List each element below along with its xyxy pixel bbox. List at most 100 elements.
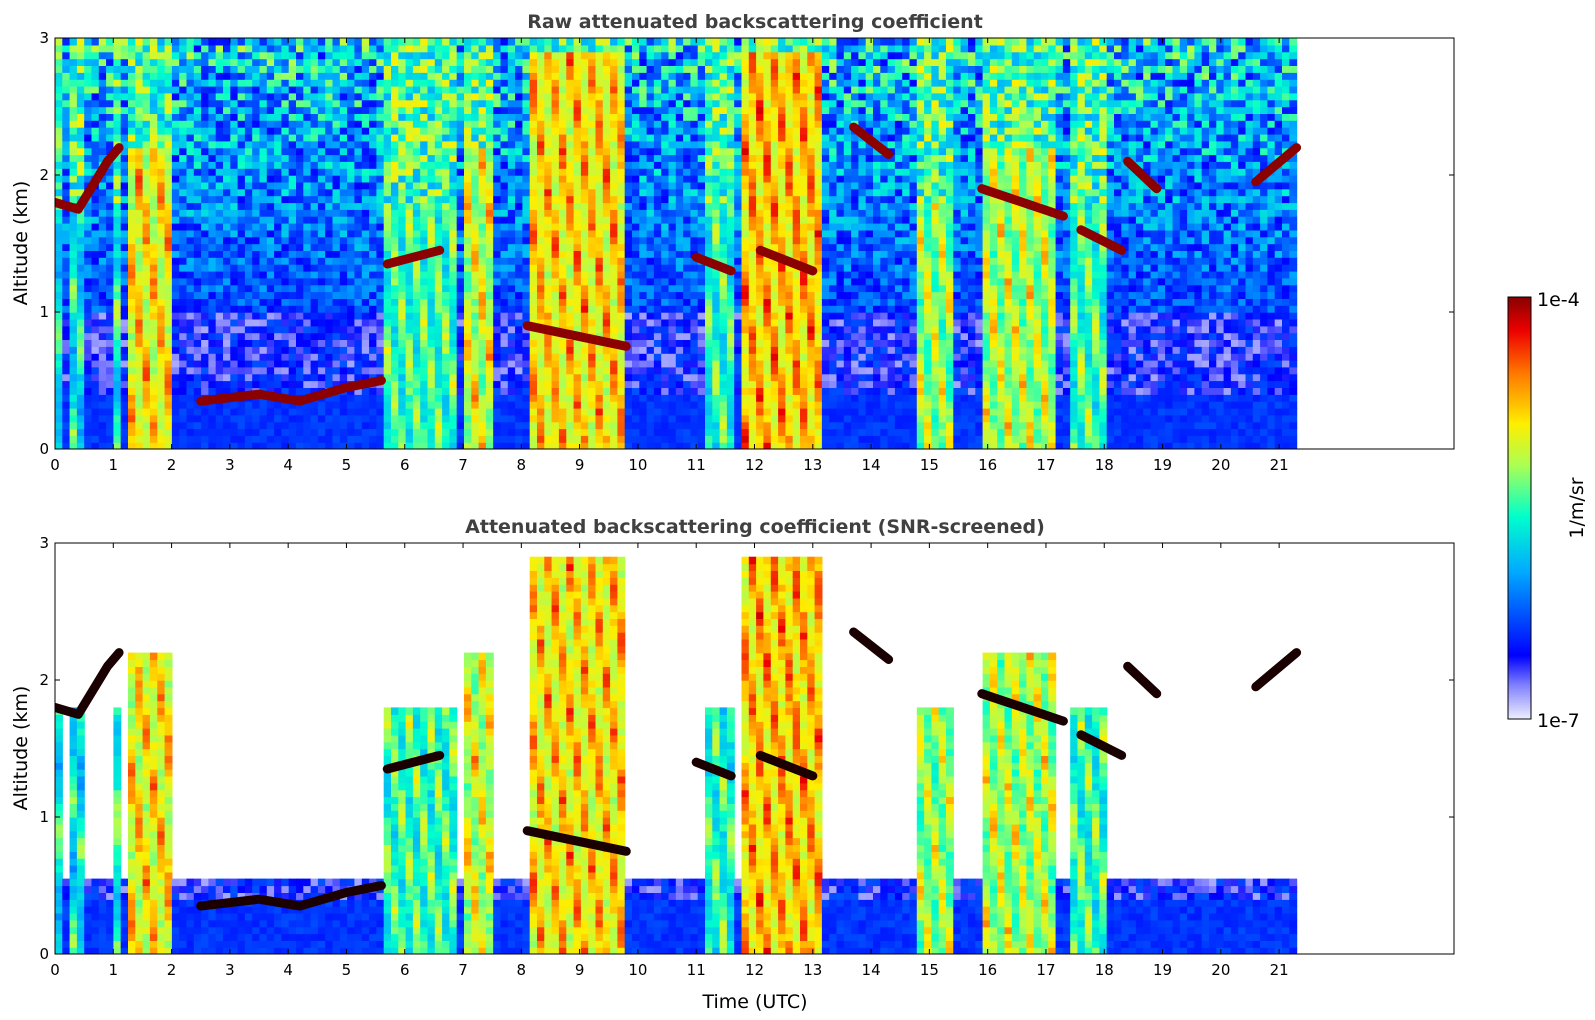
heatmap-cell xyxy=(325,120,334,128)
heatmap-cell xyxy=(566,380,575,388)
heatmap-cell xyxy=(149,332,158,340)
heatmap-cell xyxy=(405,229,414,238)
heatmap-cell xyxy=(171,312,180,320)
heatmap-cell xyxy=(179,175,188,183)
heatmap-cell xyxy=(135,38,144,46)
heatmap-cell xyxy=(427,38,436,46)
heatmap-cell xyxy=(332,270,341,279)
heatmap-cell xyxy=(266,366,275,375)
heatmap-cell xyxy=(544,401,553,409)
heatmap-cell xyxy=(106,72,114,80)
heatmap-cell xyxy=(507,284,516,293)
heatmap-cell xyxy=(478,387,487,395)
heatmap-cell xyxy=(405,359,414,368)
heatmap-cell xyxy=(653,332,662,340)
heatmap-cell xyxy=(580,120,589,128)
heatmap-cell xyxy=(427,394,436,402)
heatmap-cell xyxy=(376,140,385,149)
heatmap-cell xyxy=(558,127,567,135)
heatmap-cell xyxy=(464,353,472,361)
heatmap-cell xyxy=(456,387,465,395)
heatmap-cell xyxy=(405,92,414,101)
heatmap-cell xyxy=(281,79,290,87)
heatmap-cell xyxy=(171,223,180,231)
heatmap-cell xyxy=(412,312,421,320)
heatmap-cell xyxy=(632,209,640,217)
heatmap-cell xyxy=(62,407,71,416)
heatmap-cell xyxy=(296,209,304,217)
heatmap-cell xyxy=(201,58,209,66)
heatmap-cell xyxy=(317,435,326,443)
heatmap-cell xyxy=(69,373,78,382)
heatmap-cell xyxy=(244,85,253,94)
heatmap-cell xyxy=(551,147,560,156)
heatmap-cell xyxy=(106,188,114,197)
heatmap-cell xyxy=(281,92,290,101)
heatmap-cell xyxy=(595,353,604,361)
heatmap-cell xyxy=(493,202,502,210)
heatmap-cell xyxy=(449,305,458,313)
heatmap-cell xyxy=(369,195,377,204)
heatmap-cell xyxy=(391,277,399,286)
heatmap-cell xyxy=(383,284,392,293)
heatmap-cell xyxy=(566,401,575,409)
heatmap-cell xyxy=(376,113,385,121)
heatmap-cell xyxy=(332,435,341,443)
heatmap-cell xyxy=(653,216,662,224)
heatmap-cell xyxy=(113,257,122,265)
heatmap-cell xyxy=(507,257,516,265)
heatmap-cell xyxy=(186,99,195,108)
heatmap-cell xyxy=(84,51,93,60)
heatmap-cell xyxy=(274,113,282,121)
heatmap-cell xyxy=(259,325,268,334)
heatmap-cell xyxy=(244,380,253,388)
heatmap-cell xyxy=(347,229,355,238)
heatmap-cell xyxy=(361,407,370,416)
heatmap-cell xyxy=(186,181,195,190)
heatmap-cell xyxy=(208,442,217,449)
heatmap-cell xyxy=(201,72,209,80)
heatmap-cell xyxy=(580,346,589,354)
heatmap-cell xyxy=(193,277,202,286)
heatmap-cell xyxy=(128,127,136,135)
heatmap-cell xyxy=(580,127,589,135)
heatmap-cell xyxy=(215,154,224,162)
heatmap-cell xyxy=(193,175,202,183)
heatmap-cell xyxy=(281,421,290,430)
heatmap-cell xyxy=(434,284,443,293)
heatmap-cell xyxy=(580,312,589,320)
heatmap-cell xyxy=(427,346,436,354)
heatmap-cell xyxy=(639,147,648,156)
heatmap-cell xyxy=(339,127,348,135)
heatmap-cell xyxy=(237,140,246,149)
heatmap-cell xyxy=(493,325,502,334)
heatmap-cell xyxy=(537,270,545,279)
heatmap-cell xyxy=(420,106,429,114)
heatmap-cell xyxy=(464,154,472,162)
heatmap-cell xyxy=(420,120,429,128)
heatmap-cell xyxy=(62,284,71,293)
heatmap-cell xyxy=(288,401,297,409)
heatmap-cell xyxy=(76,92,85,101)
heatmap-cell xyxy=(573,188,582,197)
heatmap-cell xyxy=(317,38,326,46)
heatmap-cell xyxy=(223,168,231,176)
heatmap-cell xyxy=(361,92,370,101)
heatmap-cell xyxy=(98,140,107,149)
heatmap-cell xyxy=(186,168,195,176)
heatmap-cell xyxy=(223,99,231,108)
heatmap-cell xyxy=(522,140,531,149)
heatmap-cell xyxy=(485,133,494,142)
heatmap-cell xyxy=(442,72,450,80)
heatmap-cell xyxy=(544,243,553,251)
heatmap-cell xyxy=(310,133,319,142)
heatmap-cell xyxy=(515,175,523,183)
heatmap-cell xyxy=(405,113,414,121)
heatmap-cell xyxy=(142,264,151,272)
heatmap-cell xyxy=(369,79,377,87)
heatmap-cell xyxy=(361,442,370,449)
heatmap-cell xyxy=(76,305,85,313)
heatmap-cell xyxy=(595,106,604,114)
heatmap-cell xyxy=(69,65,78,73)
heatmap-cell xyxy=(639,435,648,443)
